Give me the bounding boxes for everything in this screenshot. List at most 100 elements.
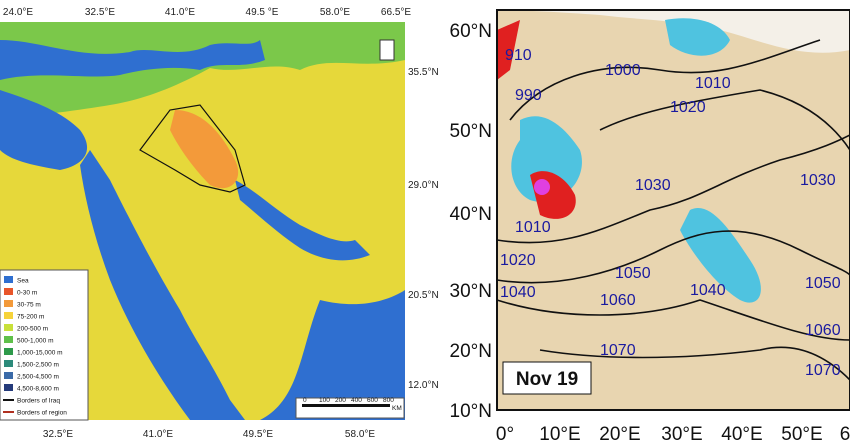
sea bbox=[0, 90, 88, 170]
isobar bbox=[496, 299, 850, 341]
contour-label: 1010 bbox=[695, 75, 731, 92]
contour-label: 1040 bbox=[500, 284, 536, 301]
legend: Sea 0-30 m 30-75 m 75-200 m 200-500 m 500-1,0… bbox=[3, 276, 67, 417]
legend-swatch bbox=[4, 312, 13, 319]
contour-label: 1060 bbox=[805, 322, 841, 339]
scale-bar bbox=[302, 404, 390, 407]
lon-label: 6 bbox=[840, 424, 850, 445]
legend-swatch bbox=[4, 372, 13, 379]
lat-label: 29.0°N bbox=[408, 180, 439, 191]
lon-label: 49.5 °E bbox=[246, 7, 279, 18]
legend-box bbox=[0, 269, 89, 421]
lon-label: 49.5°E bbox=[243, 429, 273, 440]
contour-label: 1050 bbox=[615, 265, 651, 282]
precip bbox=[497, 20, 520, 80]
legend-swatch bbox=[4, 300, 13, 307]
lat-label: 60°N bbox=[450, 21, 492, 42]
map-frame bbox=[496, 9, 850, 411]
north-arrow bbox=[379, 39, 395, 61]
lon-label: 58.0°E bbox=[345, 429, 375, 440]
lat-label: 35.5°N bbox=[408, 67, 439, 78]
isobar bbox=[539, 346, 850, 381]
lon-label: 58.0°E bbox=[320, 7, 350, 18]
legend-label: 1,000-15,000 m bbox=[17, 350, 63, 357]
contour-label: 990 bbox=[515, 87, 542, 104]
lat-label: 20°N bbox=[450, 341, 492, 362]
legend-label: 75-200 m bbox=[17, 314, 44, 321]
legend-label: Sea bbox=[17, 278, 29, 285]
lon-label: 20°E bbox=[599, 424, 640, 445]
highlands bbox=[0, 22, 405, 120]
lon-label: 40°E bbox=[721, 424, 762, 445]
scale-unit: KM bbox=[392, 405, 402, 412]
legend-label: Borders of region bbox=[17, 410, 67, 417]
contour-label: 1000 bbox=[605, 62, 641, 79]
legend-swatch bbox=[4, 324, 13, 331]
contour-label: 1010 bbox=[515, 219, 551, 236]
contour-label: 1070 bbox=[600, 342, 636, 359]
lon-label: 10°E bbox=[539, 424, 580, 445]
contour-label: 1070 bbox=[805, 362, 841, 379]
lat-label: 30°N bbox=[450, 281, 492, 302]
legend-label: 200-500 m bbox=[17, 326, 48, 333]
sea bbox=[235, 180, 370, 261]
lon-label: 30°E bbox=[661, 424, 702, 445]
sea bbox=[260, 290, 405, 420]
scale-label: 100 bbox=[319, 397, 330, 404]
scale-label: 200 bbox=[335, 397, 346, 404]
legend-label: 0-30 m bbox=[17, 290, 37, 297]
isobar bbox=[496, 134, 850, 244]
scale-label: 400 bbox=[351, 397, 362, 404]
date-label: Nov 19 bbox=[516, 369, 578, 390]
legend-swatch bbox=[4, 348, 13, 355]
isobar bbox=[496, 230, 850, 284]
legend-swatch bbox=[4, 288, 13, 295]
date-box bbox=[502, 361, 592, 395]
isobar bbox=[599, 89, 850, 151]
lon-label: 32.5°E bbox=[85, 7, 115, 18]
left-labels: 24.0°E 32.5°E 41.0°E 49.5 °E 58.0°E 66.5°E 35.… bbox=[3, 7, 439, 440]
contour-label: 910 bbox=[505, 47, 532, 64]
scale-label: 0 bbox=[303, 397, 307, 404]
scale-label: 600 bbox=[367, 397, 378, 404]
scale-box bbox=[295, 397, 405, 419]
legend-label: 4,500-8,600 m bbox=[17, 386, 59, 393]
scale-label: 800 bbox=[383, 397, 394, 404]
contour-label: 1020 bbox=[670, 99, 706, 116]
water bbox=[497, 10, 850, 53]
legend-label: 2,500-4,500 m bbox=[17, 374, 59, 381]
lon-label: 32.5°E bbox=[43, 429, 73, 440]
left-map: Sea 0-30 m 30-75 m 75-200 m 200-500 m 500-1,0… bbox=[0, 7, 439, 440]
contour-label: 1040 bbox=[690, 282, 726, 299]
lowland bbox=[170, 110, 239, 189]
iraq-border bbox=[139, 104, 246, 193]
contour-label: 1060 bbox=[600, 292, 636, 309]
lon-label: 41.0°E bbox=[165, 7, 195, 18]
isobars bbox=[496, 39, 850, 381]
legend-label: 1,500-2,500 m bbox=[17, 362, 59, 369]
lat-label: 10°N bbox=[450, 401, 492, 422]
lon-label: 50°E bbox=[781, 424, 822, 445]
right-map: 60°N 50°N 40°N 30°N 20°N 10°N0° 10°E 20°E 30°E 40… bbox=[450, 9, 850, 445]
precip bbox=[680, 208, 761, 303]
lon-label: 66.5°E bbox=[381, 7, 411, 18]
legend-swatch bbox=[4, 336, 13, 343]
lon-label: 0° bbox=[496, 424, 514, 445]
contour-label: 1030 bbox=[635, 177, 671, 194]
marker bbox=[534, 179, 550, 195]
lon-label: 41.0°E bbox=[143, 429, 173, 440]
lat-label: 40°N bbox=[450, 204, 492, 225]
lon-label: 24.0°E bbox=[3, 7, 33, 18]
sea bbox=[0, 40, 265, 80]
contour-label: 1050 bbox=[805, 275, 841, 292]
legend-swatch bbox=[4, 360, 13, 367]
lat-label: 12.0°N bbox=[408, 380, 439, 391]
legend-label: 30-75 m bbox=[17, 302, 41, 309]
contour-label: 1020 bbox=[500, 252, 536, 269]
lat-label: 50°N bbox=[450, 121, 492, 142]
legend-swatch bbox=[4, 276, 13, 283]
legend-swatch bbox=[4, 384, 13, 391]
precip bbox=[665, 18, 730, 56]
